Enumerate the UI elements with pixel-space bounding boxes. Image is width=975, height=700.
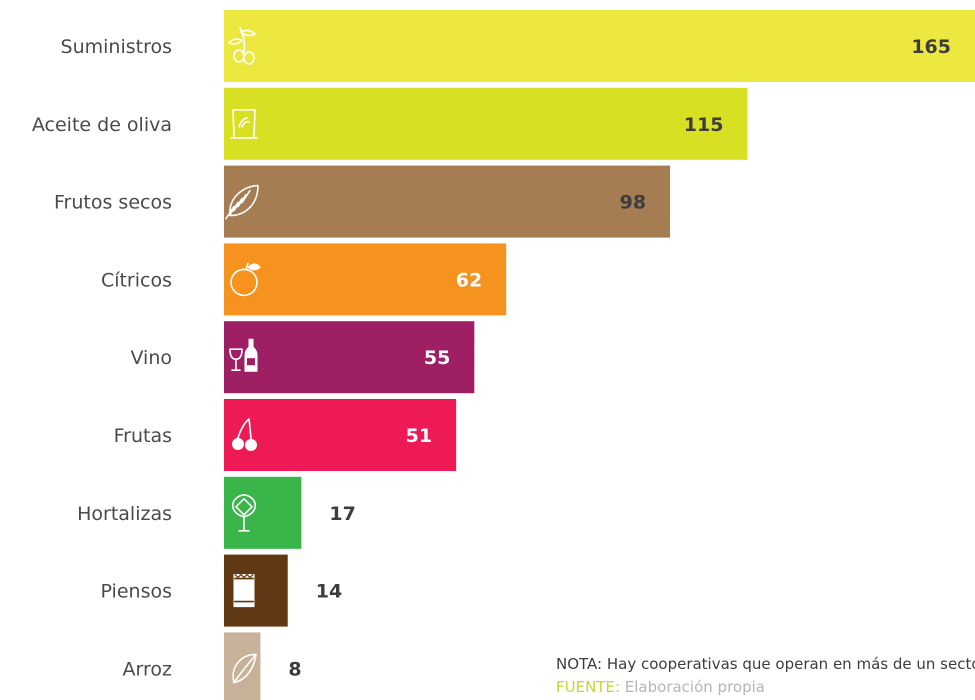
category-label-6: Hortalizas <box>77 503 172 525</box>
value-label-4: 55 <box>424 347 450 369</box>
category-label-1: Aceite de oliva <box>32 114 172 136</box>
category-label-8: Arroz <box>123 658 172 680</box>
source-value: Elaboración propia <box>624 678 765 696</box>
cherries-icon <box>232 418 257 451</box>
bar-2 <box>224 165 671 238</box>
chart-source: FUENTE: Elaboración propia <box>556 678 765 696</box>
source-key: FUENTE: <box>556 678 620 696</box>
bar-5 <box>224 399 457 471</box>
value-label-2: 98 <box>620 192 646 214</box>
oil-sack-icon <box>230 109 258 139</box>
bar-0 <box>224 10 975 82</box>
value-label-5: 51 <box>406 425 432 447</box>
category-label-0: Suministros <box>61 36 172 58</box>
category-label-7: Piensos <box>101 581 172 603</box>
bar-3 <box>224 243 507 316</box>
value-label-0: 165 <box>911 36 951 58</box>
olive-branch-icon <box>228 27 256 65</box>
chart-note: NOTA: Hay cooperativas que operan en más… <box>556 655 975 673</box>
orange-icon <box>230 262 261 297</box>
value-label-7: 14 <box>316 581 342 603</box>
wine-bottle-glass-icon <box>229 338 258 372</box>
almond-icon <box>225 184 259 220</box>
artichoke-icon <box>231 494 257 532</box>
category-label-5: Frutas <box>114 425 172 447</box>
value-label-1: 115 <box>684 114 724 136</box>
category-label-4: Vino <box>130 347 172 369</box>
bar-8 <box>224 632 261 700</box>
category-label-2: Frutos secos <box>54 192 172 214</box>
value-label-6: 17 <box>329 503 355 525</box>
feed-bag-icon <box>233 573 255 608</box>
category-label-3: Cítricos <box>101 269 172 291</box>
rice-grain-icon <box>232 653 257 684</box>
value-label-3: 62 <box>456 269 482 291</box>
bar-1 <box>224 87 748 160</box>
bar-4 <box>224 321 475 394</box>
value-label-8: 8 <box>288 658 301 680</box>
